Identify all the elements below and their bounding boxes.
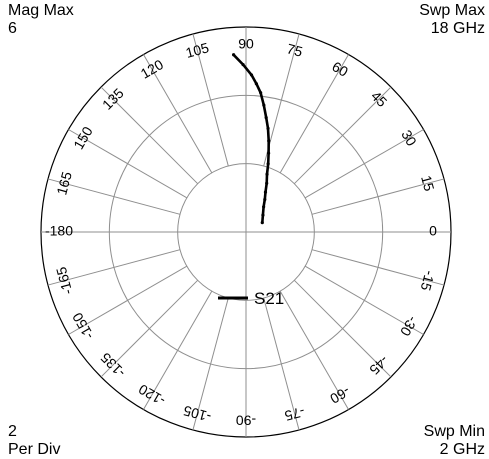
angle-label--60: -60 — [327, 383, 353, 407]
spoke--45 — [293, 279, 392, 378]
trace-point — [241, 63, 245, 67]
polar-grid — [40, 26, 452, 438]
per-div-label: 2 Per Div — [8, 423, 60, 459]
trace-point — [232, 53, 236, 57]
trace-point — [260, 221, 264, 225]
spoke-120 — [143, 54, 213, 174]
trace-point — [267, 151, 271, 155]
trace-point — [262, 103, 266, 107]
angle-label--165: -165 — [53, 265, 76, 296]
legend-s21-label: S21 — [254, 289, 284, 308]
trace-point — [261, 213, 265, 217]
trace-point — [263, 190, 268, 194]
angle-label--180: -180 — [45, 223, 73, 239]
spoke--165 — [47, 249, 181, 286]
trace-point — [264, 115, 268, 120]
trace-point — [259, 91, 263, 95]
angle-label-165: 165 — [53, 170, 75, 197]
per-div-value: 2 — [8, 423, 17, 440]
spoke--60 — [279, 290, 349, 410]
trace-point — [254, 82, 258, 86]
angle-label--15: -15 — [417, 269, 438, 293]
mag-max-value: 6 — [8, 20, 17, 37]
mag-max-label: Mag Max 6 — [8, 2, 74, 38]
spoke-15 — [311, 178, 445, 215]
spoke-135 — [100, 86, 199, 185]
spoke--120 — [143, 290, 213, 410]
angle-label--120: -120 — [136, 381, 168, 409]
angle-label-90: 90 — [238, 36, 254, 52]
trace-point — [249, 73, 254, 77]
spoke--135 — [100, 279, 199, 378]
angle-label-120: 120 — [138, 56, 166, 82]
spoke-45 — [293, 86, 392, 185]
spoke-165 — [47, 178, 181, 215]
spoke-150 — [68, 129, 188, 199]
legend: S21 — [218, 289, 284, 308]
sweep-min-value: 2 GHz — [439, 441, 485, 458]
spoke--15 — [311, 249, 445, 286]
trace-point — [263, 197, 267, 202]
angle-label--150: -150 — [69, 310, 97, 342]
angle-label--90: -90 — [236, 412, 256, 428]
angle-label-15: 15 — [418, 174, 438, 193]
sweep-max-title: Swp Max — [419, 2, 485, 19]
trace-point — [262, 205, 266, 209]
mag-max-title: Mag Max — [8, 2, 74, 19]
angle-label--105: -105 — [181, 402, 212, 425]
sweep-min-title: Swp Min — [423, 423, 485, 440]
trace-layer — [232, 53, 271, 225]
per-div-title: Per Div — [8, 441, 61, 458]
angle-label--75: -75 — [283, 404, 307, 425]
trace-point — [267, 139, 271, 143]
trace-point — [266, 162, 270, 166]
sweep-max-value: 18 GHz — [430, 20, 485, 37]
sweep-min-label: Swp Min 2 GHz — [424, 423, 485, 459]
spoke-30 — [304, 129, 424, 199]
angle-label-75: 75 — [285, 40, 304, 60]
angle-label-150: 150 — [70, 124, 96, 152]
spoke--30 — [304, 265, 424, 335]
spoke--150 — [68, 265, 188, 335]
trace-point — [265, 181, 269, 185]
spoke-60 — [279, 54, 349, 174]
spoke-105 — [192, 33, 229, 167]
spoke--105 — [192, 297, 229, 431]
spoke--75 — [263, 297, 300, 431]
trace-point — [265, 172, 269, 176]
sweep-max-label: Swp Max 18 GHz — [419, 2, 485, 38]
trace-s21 — [232, 53, 270, 224]
angle-label-105: 105 — [184, 39, 211, 61]
angle-label--30: -30 — [397, 313, 421, 339]
trace-point — [266, 126, 270, 130]
angle-label-0: 0 — [429, 223, 437, 239]
angle-label-30: 30 — [398, 127, 420, 149]
angle-label-60: 60 — [329, 58, 351, 80]
